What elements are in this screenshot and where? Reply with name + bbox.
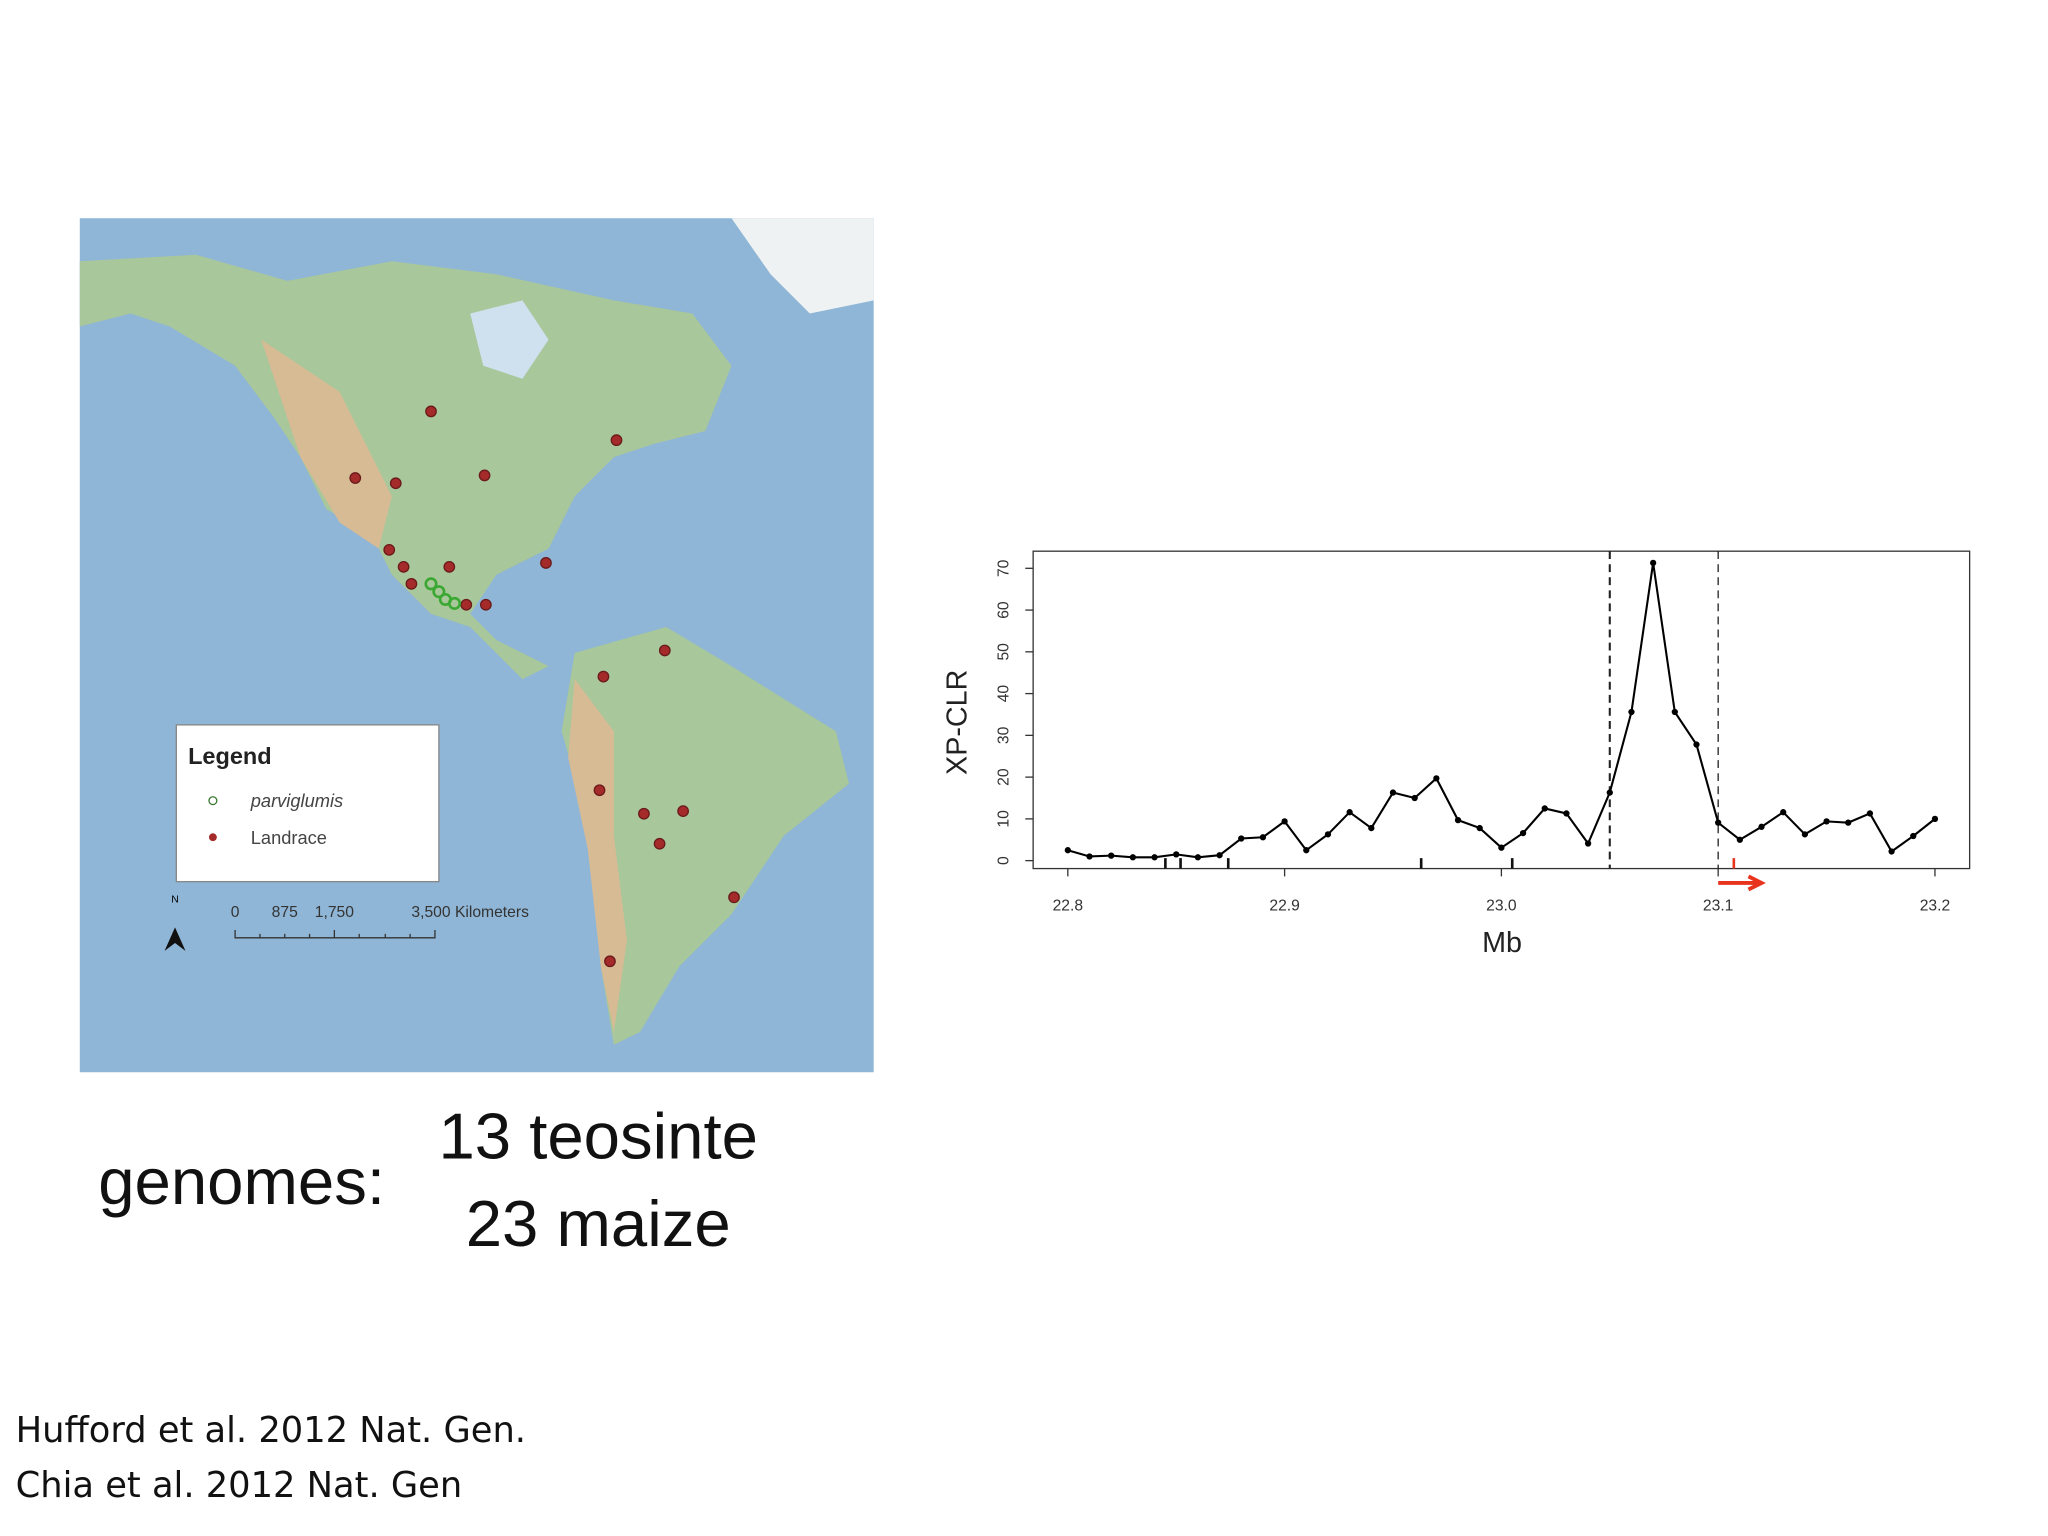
greenland <box>731 218 874 314</box>
y-tick-label: 20 <box>996 768 1013 786</box>
caption-line: 13 teosinte <box>438 1100 757 1173</box>
data-point <box>1888 848 1895 855</box>
map: Legend parviglumis Landrace N 0 875 1,75… <box>79 218 874 1073</box>
y-axis-title: XP-CLR <box>942 670 974 775</box>
legend-swatch <box>208 833 217 842</box>
data-point <box>1259 834 1267 841</box>
y-tick-label: 0 <box>996 856 1013 865</box>
map-points <box>349 405 740 968</box>
data-point <box>1151 854 1158 861</box>
y-tick-label: 50 <box>996 643 1013 661</box>
data-point <box>1324 831 1332 838</box>
legend-item: parviglumis <box>250 790 343 811</box>
data-point <box>1498 844 1505 851</box>
data-point <box>1086 853 1093 860</box>
y-tick-label: 60 <box>996 601 1013 619</box>
data-point <box>1931 815 1939 823</box>
data-point <box>1671 708 1678 716</box>
hudson-bay <box>470 300 549 379</box>
caption-line: 23 maize <box>466 1187 731 1260</box>
data-point <box>1064 847 1071 854</box>
x-tick-label: 23.0 <box>1486 897 1517 914</box>
data-point <box>1715 819 1722 826</box>
data-point <box>1281 818 1288 825</box>
data-point <box>1194 854 1202 861</box>
data-point <box>1823 818 1830 825</box>
data-point <box>1541 805 1548 812</box>
citation: Chia et al. 2012 Nat. Gen <box>16 1465 463 1506</box>
x-axis-title: Mb <box>1482 927 1522 959</box>
y-tick-label: 10 <box>996 810 1013 828</box>
legend-swatch <box>208 796 218 806</box>
data-point <box>1519 829 1527 837</box>
chart: Mb XP-CLR 0 10 20 30 40 50 60 70 22.8 22.9 23.0 23.… <box>942 550 1971 959</box>
data-point <box>1736 836 1743 843</box>
legend-title: Legend <box>188 743 272 769</box>
data-point <box>1411 794 1418 802</box>
x-tick-label: 23.2 <box>1920 897 1950 914</box>
data-point <box>1368 824 1375 832</box>
north-label: N <box>171 895 179 906</box>
teosinte-points <box>424 577 462 610</box>
legend-item: Landrace <box>251 827 327 848</box>
data-point <box>1584 840 1592 847</box>
north-arrow <box>164 927 186 951</box>
data-point <box>1108 852 1115 859</box>
x-tick-label: 22.8 <box>1053 897 1084 914</box>
data-point <box>1346 809 1353 816</box>
data-point <box>1563 810 1570 817</box>
data-point <box>1173 851 1180 858</box>
data-point <box>1758 823 1765 830</box>
data-point <box>1845 819 1852 826</box>
data-point <box>1238 835 1245 842</box>
data-point <box>1801 831 1809 838</box>
data-point <box>1454 816 1462 824</box>
data-point <box>1303 847 1310 854</box>
data-point <box>1216 852 1223 859</box>
data-point <box>1389 789 1397 796</box>
caption-label: genomes: <box>98 1145 385 1218</box>
gene-arrow <box>1718 874 1766 892</box>
data-line <box>1067 562 1936 859</box>
scale-label: 3,500 Kilometers <box>411 904 529 921</box>
data-point <box>1628 708 1635 716</box>
scale-label: 875 <box>272 904 298 921</box>
data-point <box>1910 832 1917 840</box>
scale-label: 0 <box>231 904 240 921</box>
scale-bar <box>234 929 436 939</box>
y-tick-label: 70 <box>996 559 1013 577</box>
south-america <box>561 626 849 1045</box>
andes <box>568 679 627 1032</box>
data-point <box>1780 809 1787 816</box>
data-point <box>1129 854 1136 861</box>
x-tick-label: 22.9 <box>1269 897 1299 914</box>
x-tick-label: 23.1 <box>1703 897 1733 914</box>
y-tick-label: 30 <box>996 726 1013 744</box>
north-america <box>79 254 732 680</box>
rockies <box>261 339 392 549</box>
scale-label: 1,750 <box>315 904 354 921</box>
legend-box <box>175 724 440 883</box>
data-point <box>1866 810 1874 817</box>
y-tick-label: 40 <box>996 685 1013 703</box>
citation: Hufford et al. 2012 Nat. Gen. <box>16 1410 526 1451</box>
data-point <box>1693 741 1700 748</box>
data-point <box>1433 775 1440 782</box>
data-point <box>1606 789 1613 796</box>
data-point <box>1649 559 1657 567</box>
data-point <box>1476 824 1483 832</box>
